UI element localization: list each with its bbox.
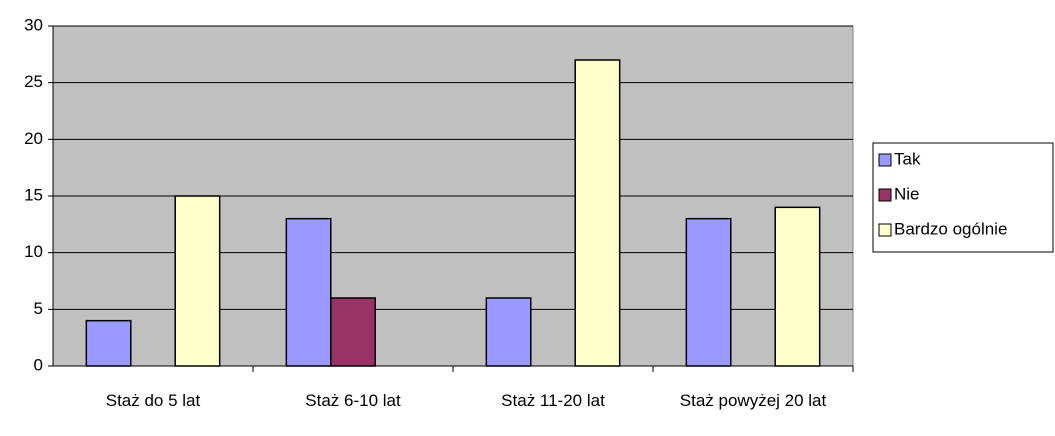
- y-tick-label: 30: [24, 15, 43, 34]
- legend-label: Tak: [894, 149, 921, 168]
- y-tick-label: 25: [24, 72, 43, 91]
- bar: [485, 297, 532, 367]
- bar: [85, 319, 132, 367]
- bar: [330, 297, 376, 367]
- y-tick-label: 10: [24, 242, 43, 261]
- legend-label: Nie: [894, 184, 920, 203]
- legend-swatch: [878, 223, 892, 237]
- legend-box: [872, 142, 1054, 253]
- y-tick-label: 0: [34, 355, 43, 374]
- y-tick-label: 5: [34, 299, 43, 318]
- legend-label: Bardzo ogólnie: [894, 219, 1007, 238]
- x-tick-label: Staż 6-10 lat: [305, 391, 401, 410]
- bar: [774, 206, 821, 367]
- y-tick-label: 15: [24, 185, 43, 204]
- legend-swatch: [878, 188, 892, 202]
- bar: [285, 217, 332, 367]
- x-tick-label: Staż do 5 lat: [105, 391, 201, 410]
- bar: [574, 59, 621, 367]
- y-tick-label: 20: [24, 129, 43, 148]
- x-tick-label: Staż powyżej 20 lat: [679, 391, 827, 410]
- bar: [174, 195, 221, 367]
- legend-swatch: [878, 153, 892, 167]
- bar: [685, 217, 732, 367]
- x-tick-label: Staż 11-20 lat: [501, 391, 605, 410]
